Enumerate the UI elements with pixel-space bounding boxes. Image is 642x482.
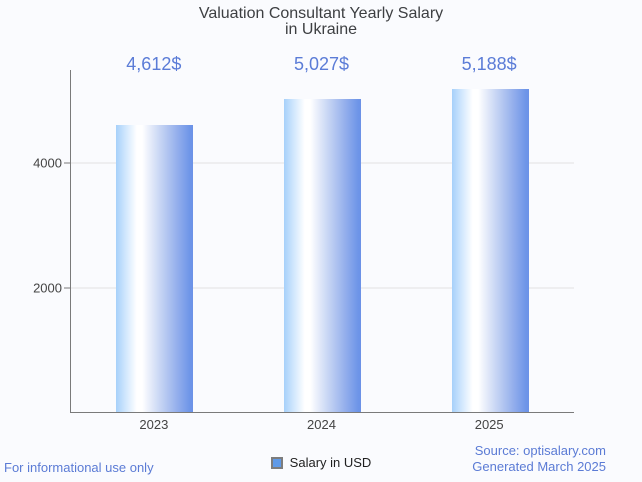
bar[interactable] [116,125,194,412]
y-tick-mark [64,162,70,164]
bar-value-label: 5,188$ [461,54,517,74]
y-tick-label: 4000 [33,155,62,171]
chart-title: Valuation Consultant Yearly Salary in Uk… [0,6,642,38]
x-axis-label: 2023 [139,417,169,432]
y-tick-mark [64,287,70,289]
bar-column [406,70,574,412]
bar-value-labels: 4,612$ 5,027$ 5,188$ [70,53,573,77]
generated-text: Generated March 2025 [472,458,606,474]
y-tick-label: 2000 [33,280,62,296]
bar[interactable] [284,99,361,412]
x-axis-label: 2025 [474,417,504,432]
source-text: Source: optisalary.com [474,443,606,458]
y-tick: 2000 [33,280,70,295]
y-tick: 4000 [33,156,70,171]
bar-value-label: 5,027$ [293,54,350,74]
chart-title-line1: Valuation Consultant Yearly Salary [198,5,444,22]
legend-label: Salary in USD [289,455,372,470]
bar-value-label: 4,612$ [126,54,182,74]
bar[interactable] [451,89,529,412]
x-axis-label: 2024 [307,417,336,432]
source-block: Source: optisalary.com Generated March 2… [472,443,606,474]
legend-marker-icon [270,456,283,469]
x-axis-labels: 2023 2024 2025 [70,417,573,432]
legend: Salary in USD [0,455,642,470]
plot-area [70,70,574,413]
bars-container [71,70,574,412]
disclaimer-text: For informational use only [4,460,154,475]
bar-column [239,70,407,412]
bar-column [71,70,239,412]
chart-title-line2: in Ukraine [284,21,358,38]
y-axis: 2000 4000 [0,70,70,412]
